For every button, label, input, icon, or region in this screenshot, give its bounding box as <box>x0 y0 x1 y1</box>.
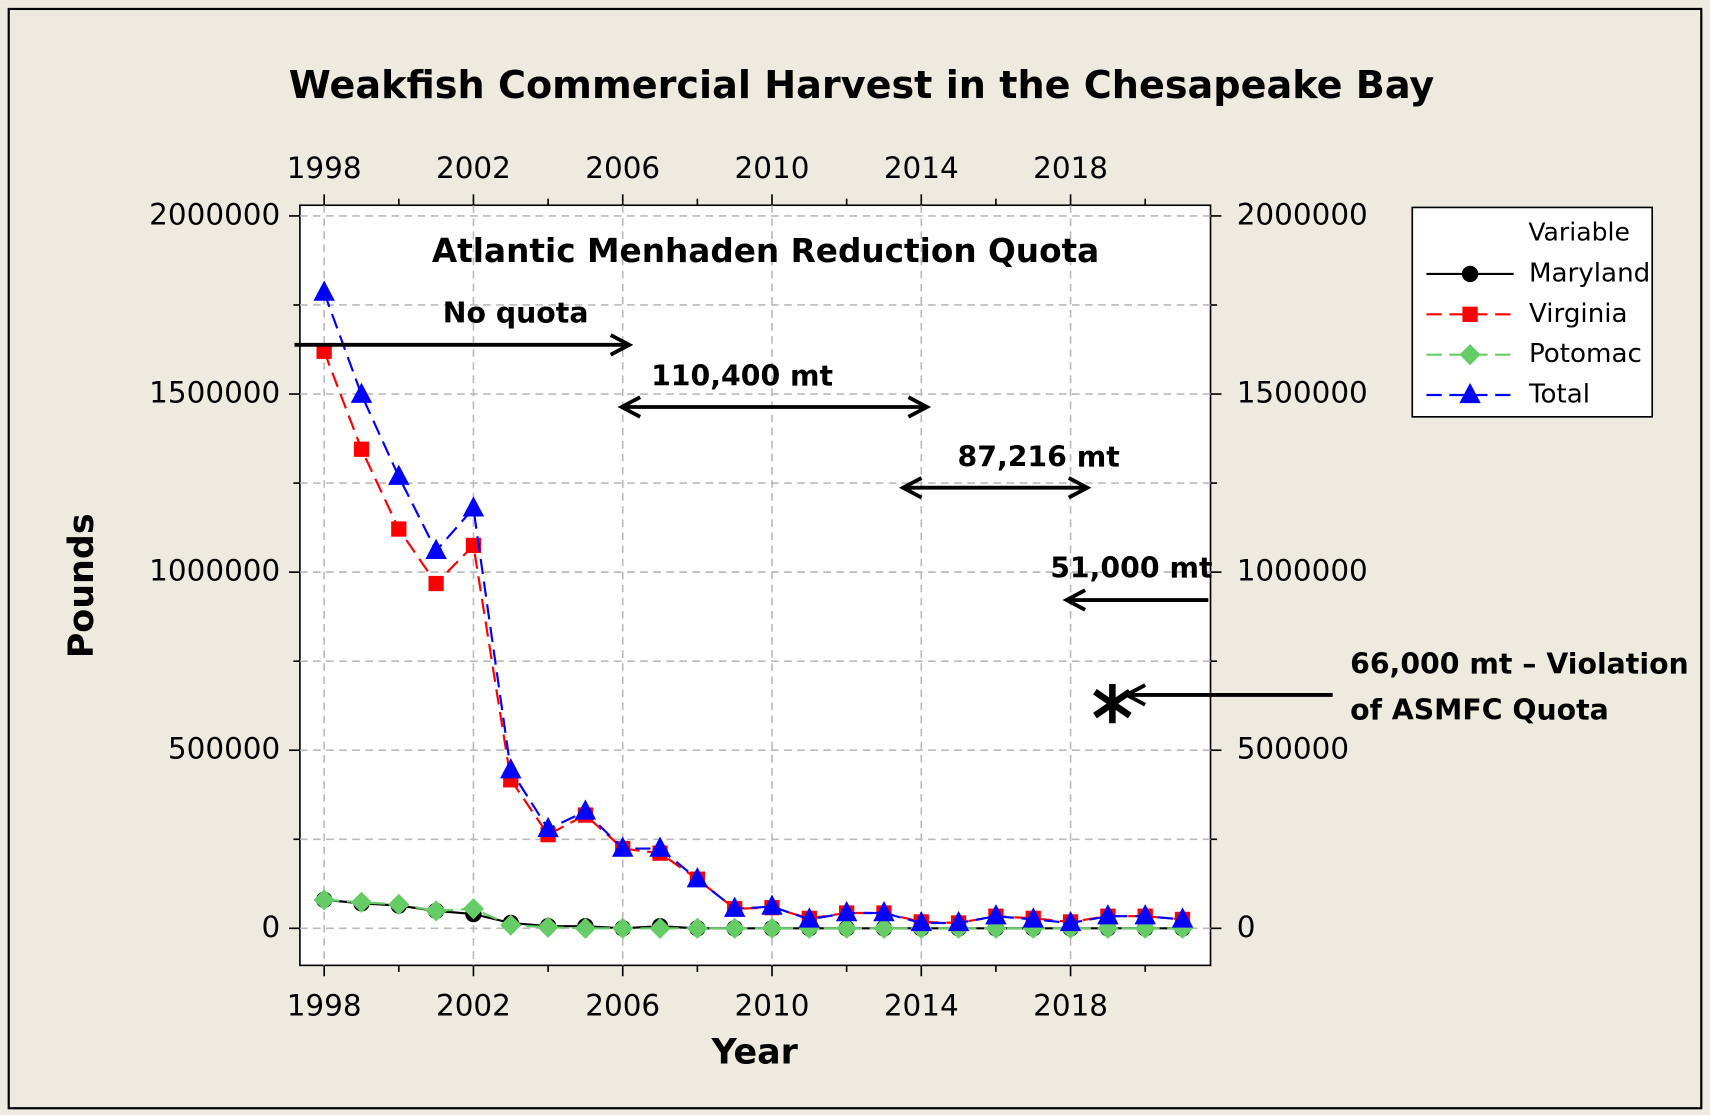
marker <box>425 900 447 922</box>
marker <box>1134 904 1156 925</box>
marker <box>686 917 708 939</box>
y-tick-label: 500000 <box>1237 732 1349 766</box>
x-tick-label: 2018 <box>1033 151 1108 185</box>
arrow <box>617 395 932 419</box>
x-tick-label: 2018 <box>1033 988 1108 1022</box>
arrow <box>898 476 1092 500</box>
x-tick-label: 2006 <box>585 988 660 1022</box>
y-tick-label: 1000000 <box>149 554 280 588</box>
marker <box>873 917 895 939</box>
annotation: Atlantic Menhaden Reduction Quota <box>432 232 1099 270</box>
marker <box>537 916 559 938</box>
x-tick-label: 1998 <box>287 988 362 1022</box>
marker <box>649 917 671 939</box>
x-tick-label: 2002 <box>436 988 511 1022</box>
marker <box>612 836 634 857</box>
asterisk <box>1093 684 1132 724</box>
legend-title: Variable <box>1528 218 1630 247</box>
annotation: 87,216 mt <box>958 440 1120 473</box>
annotation: 51,000 mt <box>1050 551 1212 584</box>
marker <box>350 891 373 913</box>
marker <box>761 917 783 939</box>
x-tick-label: 2002 <box>436 151 511 185</box>
annotations: Atlantic Menhaden Reduction Quota No quo… <box>432 232 1689 726</box>
arrow <box>1062 588 1209 612</box>
marker <box>761 894 783 915</box>
marker <box>1459 382 1481 404</box>
y-axis-label: Pounds <box>62 513 102 658</box>
legend-label: Total <box>1528 380 1590 410</box>
marker <box>686 867 709 888</box>
marker <box>1461 265 1479 283</box>
marker <box>1171 907 1194 928</box>
marker <box>612 917 634 939</box>
y-tick-label: 0 <box>262 910 281 944</box>
marker <box>574 799 597 820</box>
marker <box>313 889 335 911</box>
marker <box>500 914 522 936</box>
annotation: of ASMFC Quota <box>1350 693 1609 726</box>
marker <box>724 917 746 939</box>
marker <box>574 917 596 939</box>
marker <box>465 537 482 554</box>
marker <box>836 917 858 939</box>
plot-area <box>299 204 1212 967</box>
y-tick-label: 500000 <box>168 732 280 766</box>
marker <box>462 898 485 920</box>
marker <box>1459 344 1481 366</box>
marker <box>649 836 671 857</box>
x-tick-label: 2006 <box>585 151 660 185</box>
x-tick-label: 2014 <box>884 988 959 1022</box>
legend-label: Maryland <box>1529 258 1650 288</box>
marker <box>1097 904 1119 925</box>
marker <box>537 816 559 838</box>
grid <box>299 205 1211 966</box>
legend-label: Potomac <box>1529 339 1642 369</box>
arrows <box>294 333 1333 724</box>
chart-title: Weakfish Commercial Harvest in the Chesa… <box>289 63 1435 107</box>
marker <box>947 910 970 932</box>
marker <box>835 900 858 922</box>
marker <box>985 904 1007 925</box>
x-tick-label: 2010 <box>735 988 810 1022</box>
marker <box>1022 907 1044 928</box>
marker <box>425 538 447 559</box>
annotation: 66,000 mt – Violation <box>1350 647 1689 680</box>
y-tick-label: 1500000 <box>149 376 280 410</box>
marker <box>428 575 444 592</box>
y-tick-label: 1000000 <box>1237 554 1368 588</box>
legend-label: Virginia <box>1529 299 1628 329</box>
legend-box <box>1411 206 1654 418</box>
marker <box>391 521 407 537</box>
marker <box>462 496 485 517</box>
marker <box>1059 910 1082 932</box>
annotation: No quota <box>443 296 589 329</box>
annotation: 110,400 mt <box>651 360 833 393</box>
x-tick-label: 1998 <box>287 151 362 185</box>
marker <box>313 280 335 301</box>
y-tick-label: 1500000 <box>1237 376 1368 410</box>
y-tick-label: 2000000 <box>1237 197 1368 231</box>
arrow <box>294 333 634 357</box>
x-tick-label: 2014 <box>884 151 959 185</box>
marker <box>388 893 410 916</box>
series <box>313 280 1194 939</box>
marker <box>910 910 933 932</box>
marker <box>723 896 746 917</box>
y-tick-label: 2000000 <box>149 197 280 231</box>
marker <box>1462 306 1478 322</box>
y-tick-label: 0 <box>1237 910 1256 944</box>
marker <box>388 464 410 485</box>
x-tick-label: 2010 <box>735 151 810 185</box>
marker <box>798 907 821 928</box>
marker <box>873 900 895 922</box>
marker <box>350 382 373 403</box>
marker <box>500 758 522 779</box>
marker <box>353 441 370 457</box>
legend: Maryland Virginia Potomac Total <box>1426 258 1650 410</box>
x-axis-label: Year <box>710 1033 798 1073</box>
